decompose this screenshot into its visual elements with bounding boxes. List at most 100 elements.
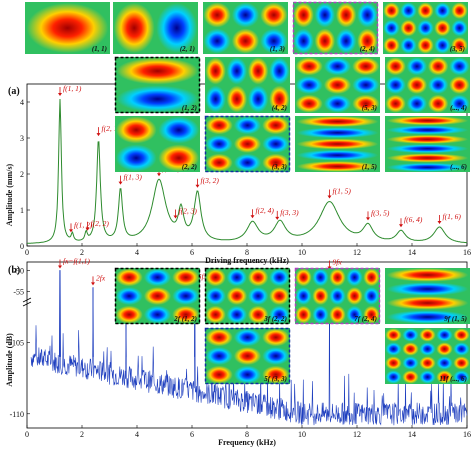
peak-label: f(3, 3) (280, 208, 299, 217)
mode-lobe (143, 305, 172, 324)
peak-arrowhead (437, 220, 442, 224)
mode-lobe (346, 305, 363, 324)
mode-lobe (323, 76, 352, 94)
mode-lobe (205, 268, 226, 287)
harmonic-label: fx=f(1,1) (63, 256, 90, 265)
mode-label: 9f (1, 5) (444, 315, 467, 323)
mode-lobe (269, 85, 290, 113)
mode-lobe (233, 116, 262, 135)
mode-lobe (352, 76, 380, 94)
panel-b-xtick-label: 2 (80, 430, 84, 439)
mode-lobe (385, 356, 402, 370)
mode-lobe (419, 328, 436, 342)
mode-lobe (295, 287, 312, 305)
peak-arrowhead (327, 195, 332, 199)
thumbnail-border (204, 115, 291, 173)
panel-a-xlabel: Driving frequency (kHz) (205, 256, 289, 265)
mode-lobe (143, 287, 172, 305)
mode-lobe (385, 94, 406, 113)
mode-lobe (233, 135, 262, 153)
mode-label: (1, 5) (362, 163, 377, 171)
mode-lobe (386, 282, 469, 296)
peak-arrowhead (195, 184, 200, 188)
mode-lobe (449, 94, 470, 113)
panel-a-ytick-label: 1 (20, 206, 24, 215)
harmonic-label: 5fx (198, 272, 208, 281)
mode-lobe (386, 144, 469, 154)
panel-a-ytick-label: 0 (20, 242, 24, 251)
mode-label: (3, 3) (272, 163, 287, 171)
mode-lobe (113, 3, 155, 53)
mode-lobe (436, 342, 453, 356)
mode-lobe (402, 328, 419, 342)
mode-lobe (402, 342, 419, 356)
thumbnail-border (294, 267, 381, 325)
mode-lobe (386, 162, 469, 172)
mode-lobe (205, 305, 226, 324)
mode-lobe (312, 268, 329, 287)
mode-lobe (400, 37, 417, 54)
panel-a-ylabel: Amplitude (mm/s) (5, 163, 14, 226)
mode-lobe (417, 19, 434, 37)
mode-shape-thumbnail: (..., 4) (385, 57, 470, 113)
mode-shape-thumbnail: (..., 6) (385, 116, 470, 172)
mode-lobe (385, 328, 402, 342)
mode-shape-thumbnail: (2, 2) (115, 116, 200, 172)
mode-lobe (115, 305, 143, 324)
mode-shape-thumbnail: (1, 5) (295, 116, 380, 172)
mode-lobe (269, 305, 290, 324)
peak-arrowhead (96, 133, 101, 137)
panel-a-xtick-label: 0 (25, 248, 29, 257)
mode-lobe (115, 116, 157, 144)
mode-lobe (260, 2, 288, 28)
mode-lobe (427, 94, 449, 113)
mode-lobe (427, 57, 449, 76)
mode-lobe (26, 3, 109, 53)
mode-lobe (262, 365, 290, 384)
mode-lobe (158, 116, 200, 144)
peak-label: f(1, 3) (124, 173, 143, 182)
peak-label: f(6, 4) (404, 215, 423, 224)
mode-lobe (357, 28, 378, 54)
panel-a-xtick-label: 2 (80, 248, 84, 257)
mode-lobe (116, 57, 199, 85)
mode-lobe (385, 370, 402, 384)
mode-lobe (383, 2, 400, 19)
mode-lobe (386, 116, 469, 126)
mode-lobe (453, 370, 470, 384)
mode-lobe (231, 28, 260, 54)
mode-lobe (346, 268, 363, 287)
panel-b-xtick-label: 4 (135, 430, 139, 439)
panel-a-xtick-label: 16 (463, 248, 471, 257)
mode-lobe (115, 144, 157, 172)
mode-lobe (226, 57, 248, 85)
mode-lobe (262, 347, 290, 365)
panel-a-label: (a) (8, 86, 20, 97)
mode-label: (2, 2) (182, 163, 197, 171)
mode-lobe (436, 328, 453, 342)
mode-shape-thumbnail: (1, 3) (203, 2, 288, 54)
mode-lobe (434, 2, 451, 19)
mode-lobe (260, 28, 288, 54)
mode-lobe (205, 365, 233, 384)
mode-lobe (203, 2, 231, 28)
mode-lobe (296, 116, 379, 127)
mode-lobe (419, 342, 436, 356)
peak-arrowhead (118, 181, 123, 185)
mode-lobe (247, 57, 269, 85)
mode-lobe (386, 268, 469, 282)
mode-label: 3f (2, 2) (263, 315, 287, 323)
mode-label: 7f (2, 4) (354, 315, 377, 323)
mode-lobe (296, 161, 379, 172)
mode-lobe (436, 356, 453, 370)
mode-lobe (329, 268, 346, 287)
mode-lobe (205, 116, 233, 135)
mode-shape-thumbnail: 2f (1, 2) (114, 267, 201, 325)
mode-lobe (329, 287, 346, 305)
mode-lobe (116, 85, 199, 113)
mode-lobe (335, 2, 357, 28)
mode-label: (2, 1) (180, 45, 195, 53)
mode-lobe (386, 125, 469, 135)
mode-lobe (205, 287, 226, 305)
mode-shape-thumbnail: 9f (1, 5) (385, 268, 470, 324)
